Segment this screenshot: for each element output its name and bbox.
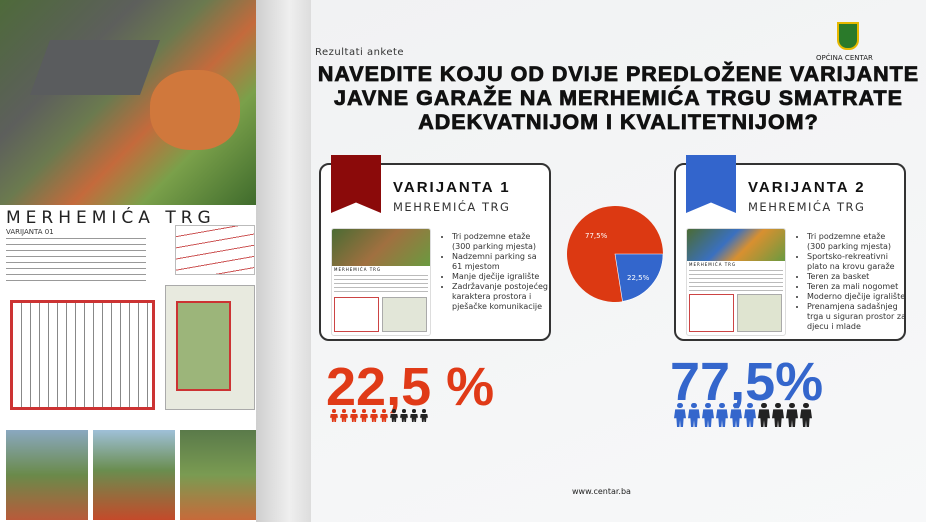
variant-2-card: VARIJANTA 2 MEHREMIĆA TRG MERHEMIĆA TRG … [674,155,906,341]
person-icon [758,403,770,427]
person-icon [400,409,408,422]
results-pie-chart: 77,5% 22,5% [567,206,664,302]
render-photo-1 [6,430,88,520]
variant-1-subtitle: MEHREMIĆA TRG [393,200,511,214]
variant-1-thumbnail: MERHEMIĆA TRG [331,228,431,336]
person-icon [420,409,428,422]
variant-2-people-icons [674,403,812,427]
page-fold [256,0,312,522]
render-photo-2 [93,430,175,520]
person-icon [340,409,348,422]
variant-2-title: VARIJANTA 2 [748,179,866,196]
variant-2-subtitle: MEHREMIĆA TRG [748,200,866,214]
section-drawing [175,225,255,275]
person-icon [330,409,338,422]
poster-subtitle: VARIJANTA 01 [6,228,54,236]
variant-1-ribbon [331,155,381,213]
municipality-logo [837,22,859,50]
person-icon [370,409,378,422]
survey-slide: Rezultati ankete OPĆINA CENTAR NAVEDITE … [311,0,926,522]
variant-2-features: Tri podzemne etaže (300 parking mjesta) … [798,232,906,332]
variant-1-card: VARIJANTA 1 MEHREMIĆA TRG MERHEMIĆA TRG … [319,155,551,341]
person-icon [772,403,784,427]
person-icon [360,409,368,422]
kicker: Rezultati ankete [315,47,405,58]
variant-2-result: 77,5% [670,352,824,412]
person-icon [786,403,798,427]
website-footer[interactable]: www.centar.ba [572,487,631,496]
person-icon [800,403,812,427]
render-photo-3 [180,430,256,520]
person-icon [702,403,714,427]
poster-notes [6,238,146,283]
person-icon [390,409,398,422]
person-icon [744,403,756,427]
project-poster: MERHEMIĆA TRG VARIJANTA 01 [0,0,256,522]
pie-label-77-5: 77,5% [585,232,608,240]
pie-label-22-5: 22,5% [627,274,650,282]
person-icon [730,403,742,427]
parking-lot [29,40,161,95]
variant-2-thumbnail: MERHEMIĆA TRG [686,228,786,336]
pie-slice-varijanta-2 [614,253,664,302]
playground-render [150,70,240,150]
variant-1-title: VARIJANTA 1 [393,179,511,196]
site-plan [165,285,255,410]
person-icon [350,409,358,422]
person-icon [380,409,388,422]
variant-1-features: Tri podzemne etaže (300 parking mjesta) … [443,232,548,312]
floor-plan [10,300,155,410]
variant-1-result: 22,5 % [326,357,495,417]
variant-1-people-icons [330,409,428,422]
person-icon [716,403,728,427]
variant-2-ribbon [686,155,736,213]
person-icon [688,403,700,427]
logo-text: OPĆINA CENTAR [816,54,873,62]
person-icon [674,403,686,427]
survey-question: NAVEDITE KOJU OD DVIJE PREDLOŽENE VARIJA… [317,62,920,135]
person-icon [410,409,418,422]
poster-title: MERHEMIĆA TRG [6,208,216,228]
